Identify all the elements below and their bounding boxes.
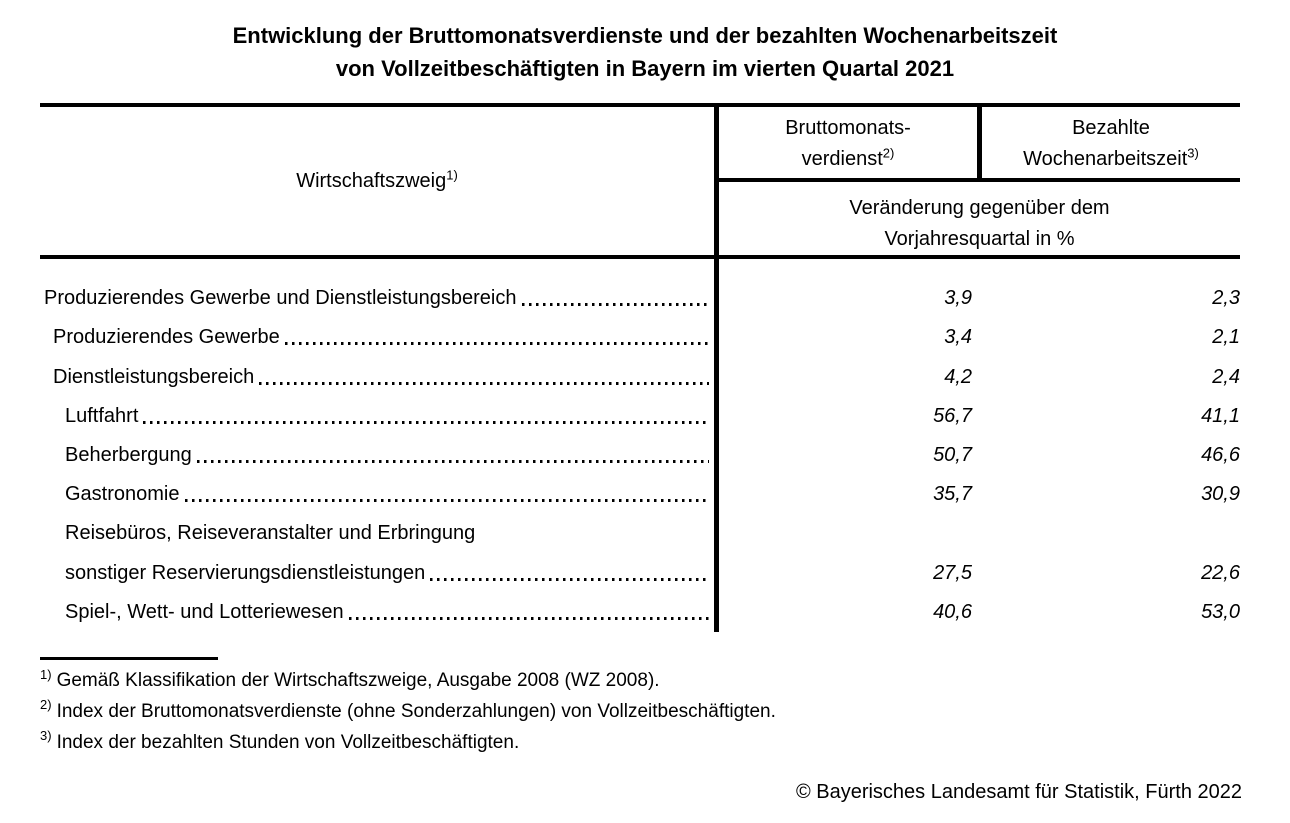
header-column-divider — [977, 103, 982, 182]
row-label: Reisebüros, Reiseveranstalter und Erbrin… — [65, 522, 476, 545]
dot-leader — [196, 459, 709, 463]
row-label: Beherbergung — [65, 443, 192, 466]
stub-column-divider — [714, 103, 719, 632]
value-arbeitszeit: 53,0 — [1201, 600, 1240, 623]
table-top-border — [40, 103, 1240, 107]
value-arbeitszeit: 46,6 — [1201, 443, 1240, 466]
column-b-footnote-marker: 3) — [1187, 145, 1199, 161]
value-verdienst: 50,7 — [933, 443, 972, 466]
value-arbeitszeit: 2,4 — [1212, 365, 1240, 388]
value-arbeitszeit: 2,3 — [1212, 287, 1240, 310]
dot-leader — [348, 616, 709, 620]
table-row-label-continued: Reisebüros, Reiseveranstalter und Erbrin… — [40, 512, 1240, 551]
value-verdienst: 27,5 — [933, 561, 972, 584]
table-row: Gastronomie 35,7 30,9 — [40, 473, 1240, 512]
dot-leader — [143, 420, 709, 424]
stub-header-label: Wirtschaftszweig1) — [296, 166, 458, 192]
row-label: sonstiger Reservierungsdienstleistungen — [65, 561, 426, 584]
header-middle-rule — [714, 178, 1240, 182]
footnote-1: 1) Gemäß Klassifikation der Wirtschaftszw… — [40, 666, 776, 697]
row-label: Spiel-, Wett- und Lotteriewesen — [65, 600, 344, 623]
value-verdienst: 56,7 — [933, 404, 972, 427]
table-row: Spiel-, Wett- und Lotteriewesen 40,6 53,… — [40, 591, 1240, 630]
value-arbeitszeit: 2,1 — [1212, 326, 1240, 349]
row-label: Produzierendes Gewerbe — [53, 326, 280, 349]
column-header-bruttomonatsverdienst: Bruttomonats- verdienst2) — [785, 117, 911, 170]
value-verdienst: 3,4 — [944, 326, 972, 349]
table-row: Produzierendes Gewerbe 3,4 2,1 — [40, 316, 1240, 355]
value-verdienst: 40,6 — [933, 600, 972, 623]
column-a-footnote-marker: 2) — [882, 145, 895, 161]
row-label: Dienstleistungsbereich — [53, 365, 255, 388]
footnotes: 1) Gemäß Klassifikation der Wirtschaftszw… — [40, 666, 776, 758]
dot-leader — [430, 577, 709, 581]
footnote-3-marker: 3) — [40, 728, 52, 744]
table-row: Dienstleistungsbereich 4,2 2,4 — [40, 355, 1240, 394]
table-row: Beherbergung 50,7 46,6 — [40, 434, 1240, 473]
footnote-2-text: Index der Bruttomonatsverdienste (ohne S… — [56, 700, 776, 722]
table-row: sonstiger Reservierungsdienstleistungen … — [40, 551, 1240, 590]
page-title: Entwicklung der Bruttomonatsverdienste u… — [0, 19, 1290, 85]
page-title-line2: von Vollzeitbeschäftigten in Bayern im v… — [335, 56, 955, 81]
subheader-veraenderung: Veränderung gegenüber dem Vorjahresquart… — [849, 197, 1110, 250]
value-arbeitszeit: 22,6 — [1201, 561, 1240, 584]
dot-leader — [284, 342, 709, 346]
table-row: Luftfahrt 56,7 41,1 — [40, 395, 1240, 434]
footnote-rule — [40, 657, 218, 660]
value-verdienst: 35,7 — [933, 483, 972, 506]
footnote-2: 2) Index der Bruttomonatsverdienste (ohne… — [40, 697, 776, 728]
dot-leader — [184, 499, 709, 503]
footnote-3-text: Index der bezahlten Stunden von Vollzeit… — [56, 731, 520, 753]
footnote-3: 3) Index der bezahlten Stunden von Vollze… — [40, 728, 776, 759]
footnote-1-marker: 1) — [40, 666, 52, 682]
value-verdienst: 3,9 — [944, 287, 972, 310]
dot-leader — [521, 303, 709, 307]
page-title-line1: Entwicklung der Bruttomonatsverdienste u… — [232, 23, 1058, 48]
value-arbeitszeit: 41,1 — [1201, 404, 1240, 427]
stub-header-footnote-marker: 1) — [446, 166, 458, 182]
table-row: Produzierendes Gewerbe und Dienstleistun… — [40, 277, 1240, 316]
header-bottom-rule — [40, 255, 1240, 259]
footnote-1-text: Gemäß Klassifikation der Wirtschaftszwei… — [56, 670, 660, 691]
table-body: Produzierendes Gewerbe und Dienstleistun… — [40, 259, 1240, 630]
column-header-wochenarbeitszeit: Bezahlte Wochenarbeitszeit3) — [1023, 117, 1199, 170]
stub-header: Wirtschaftszweig1) — [40, 107, 714, 255]
row-label: Gastronomie — [65, 483, 180, 506]
dot-leader — [259, 381, 709, 385]
row-label: Produzierendes Gewerbe und Dienstleistun… — [44, 287, 517, 310]
copyright-notice: © Bayerisches Landesamt für Statistik, F… — [795, 781, 1242, 803]
value-verdienst: 4,2 — [944, 365, 972, 388]
footnote-2-marker: 2) — [40, 697, 52, 713]
value-arbeitszeit: 30,9 — [1201, 483, 1240, 506]
statistics-table: Wirtschaftszweig1) Bruttomonats- verdien… — [40, 103, 1240, 633]
row-label: Luftfahrt — [65, 404, 139, 427]
